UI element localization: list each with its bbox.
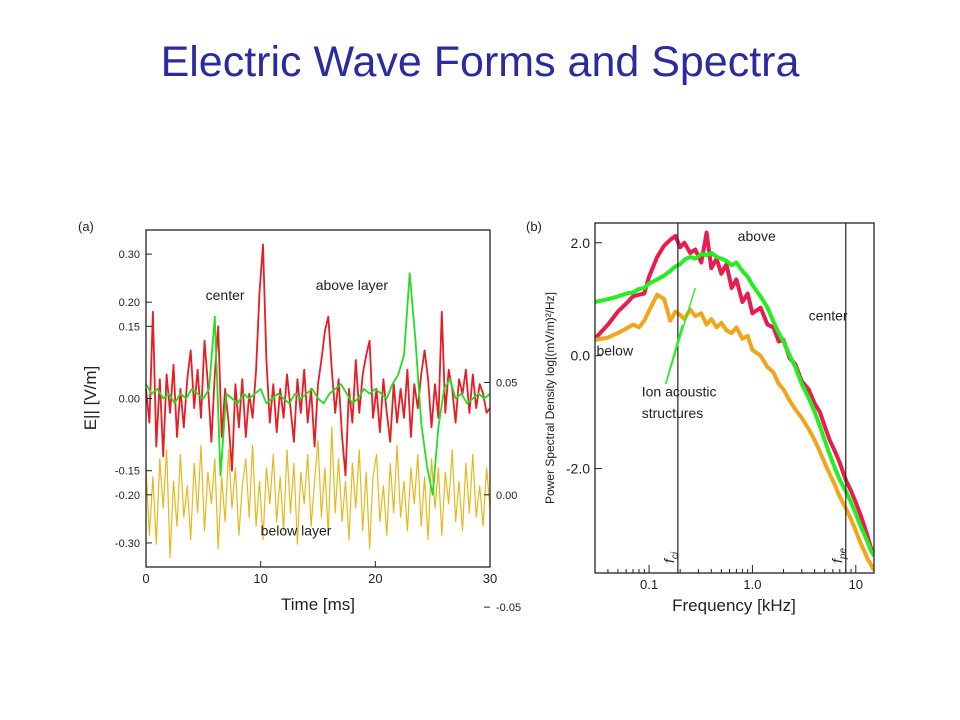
annotation-above: above xyxy=(738,228,776,244)
vline-label-main: f xyxy=(661,557,677,563)
y-tick-label: -2.0 xyxy=(566,461,590,477)
y-tick-label: 0.30 xyxy=(119,249,140,261)
x-tick-label: 20 xyxy=(368,571,382,586)
panel-b-label: (b) xyxy=(526,219,542,234)
y-right-tick-label: -0.05 xyxy=(496,602,521,614)
panel-b-frame xyxy=(594,222,875,574)
annotation-below-layer: below layer xyxy=(261,523,332,539)
y-tick-label: 2.0 xyxy=(571,235,591,251)
panel-a-ylabel: E|| [V/m] xyxy=(81,366,100,431)
panel-b-ticks: 0.1 1.0 10 2.0 0.0 -2.0 xyxy=(566,235,863,592)
spectrum-above xyxy=(595,250,874,558)
annotation-below: below xyxy=(596,343,633,359)
spectrum-center xyxy=(595,230,874,555)
slide-title: Electric Wave Forms and Spectra xyxy=(160,38,800,86)
panel-a-label: (a) xyxy=(78,219,94,234)
annotation-structures: structures xyxy=(642,405,703,421)
panel-b-ylabel: Power Spectral Density log[(mV/m)²/Hz] xyxy=(543,292,557,504)
x-tick-label: 1.0 xyxy=(743,577,761,592)
y-tick-label: -0.30 xyxy=(115,538,140,550)
y-right-tick-label: 0.05 xyxy=(496,377,517,389)
vline-label-main: f xyxy=(829,557,845,563)
panel-a-ticks: 0 10 20 30 0.30 0.20 0.15 0.00 -0.15 -0.20 -0.30 0.… xyxy=(115,249,521,614)
y-tick-label: 0.15 xyxy=(119,321,140,333)
spectrum-below xyxy=(595,292,874,572)
y-tick-label: -0.15 xyxy=(115,466,140,478)
y-tick-label: 0.20 xyxy=(119,297,140,309)
x-tick-label: 0.1 xyxy=(640,577,658,592)
panel-b-annotations: above center below Ion acoustic structures xyxy=(596,228,847,421)
figure: (a) 0 10 20 30 0.30 0.20 0.15 0.00 -0.15 -0.20 -0.… xyxy=(78,219,875,615)
vline-label-f-ci: fci xyxy=(661,551,681,563)
ion-acoustic-arrow-2 xyxy=(665,287,696,385)
series-below-layer xyxy=(145,426,491,559)
x-tick-label: 30 xyxy=(483,571,497,586)
panel-b-xlabel: Frequency [kHz] xyxy=(672,596,796,615)
x-tick-label: 0 xyxy=(142,571,149,586)
vline-label-f-pe: fpe xyxy=(829,548,849,563)
vline-label-subscript: ci xyxy=(670,551,681,559)
series-center xyxy=(145,243,491,477)
y-tick-label: 0.00 xyxy=(119,394,140,406)
y-tick-label: 0.0 xyxy=(571,348,591,364)
annotation-center: center xyxy=(206,287,245,303)
annotation-ion-acoustic: Ion acoustic xyxy=(642,383,717,399)
annotation-center: center xyxy=(809,308,848,324)
y-right-tick-label: 0.00 xyxy=(496,490,517,502)
y-tick-label: -0.20 xyxy=(115,490,140,502)
panel-a: (a) 0 10 20 30 0.30 0.20 0.15 0.00 -0.15 -0.20 -0.… xyxy=(78,219,521,614)
panel-a-xlabel: Time [ms] xyxy=(281,595,355,614)
annotation-above-layer: above layer xyxy=(316,277,389,293)
panel-a-plot-area xyxy=(145,243,491,559)
series-above-layer xyxy=(145,272,491,496)
panel-a-annotations: center above layer below layer xyxy=(206,277,389,539)
vline-label-subscript: pe xyxy=(838,548,849,561)
x-tick-label: 10 xyxy=(849,577,863,592)
x-tick-label: 10 xyxy=(253,571,267,586)
